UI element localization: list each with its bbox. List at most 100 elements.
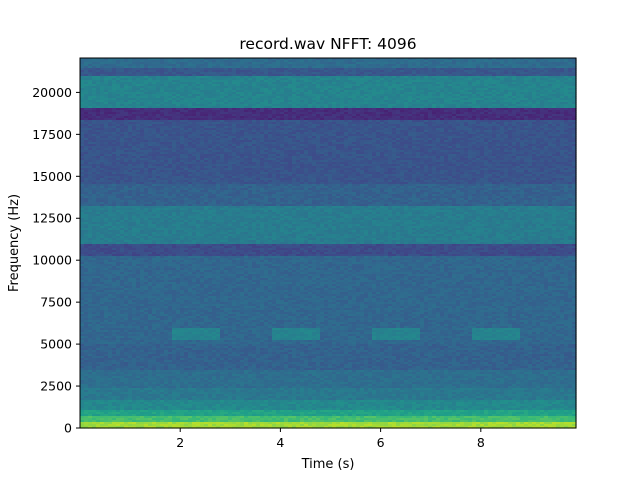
heatmap-cell	[424, 76, 429, 79]
heatmap-cell	[280, 78, 285, 81]
heatmap-cell	[140, 66, 145, 69]
heatmap-cell	[512, 76, 517, 79]
heatmap-cell	[100, 64, 105, 67]
heatmap-cell	[128, 66, 133, 69]
heatmap-cell	[360, 68, 365, 71]
heatmap-cell	[224, 70, 229, 73]
heatmap-cell	[484, 68, 489, 71]
heatmap-cell	[540, 70, 545, 73]
heatmap-cell	[368, 58, 373, 61]
heatmap-cell	[96, 70, 101, 73]
heatmap-cell	[88, 60, 93, 63]
heatmap-cell	[284, 64, 289, 67]
heatmap-cell	[344, 68, 349, 71]
heatmap-cell	[496, 58, 501, 61]
heatmap-cell	[344, 62, 349, 65]
heatmap-cell	[352, 78, 357, 81]
heatmap-cell	[324, 60, 329, 63]
heatmap-cell	[144, 78, 149, 81]
heatmap-cell	[212, 68, 217, 71]
heatmap-cell	[456, 58, 461, 61]
heatmap-cell	[404, 58, 409, 61]
heatmap-cell	[400, 62, 405, 65]
heatmap-cell	[384, 64, 389, 67]
heatmap-cell	[552, 72, 557, 75]
heatmap-cell	[252, 78, 257, 81]
heatmap-cell	[232, 76, 237, 79]
heatmap-cell	[212, 72, 217, 75]
heatmap-cell	[292, 70, 297, 73]
heatmap-cell	[256, 60, 261, 63]
heatmap-cell	[256, 68, 261, 71]
heatmap-cell	[568, 64, 573, 67]
heatmap-cell	[340, 78, 345, 81]
heatmap-cell	[152, 78, 157, 81]
heatmap-cell	[172, 70, 177, 73]
heatmap-cell	[160, 58, 165, 61]
heatmap-cell	[216, 62, 221, 65]
heatmap-cell	[504, 58, 509, 61]
heatmap-cell	[208, 72, 213, 75]
heatmap-cell	[380, 72, 385, 75]
heatmap-cell	[264, 62, 269, 65]
heatmap-cell	[308, 72, 313, 75]
heatmap-cell	[320, 68, 325, 71]
heatmap-cell	[116, 72, 121, 75]
heatmap-cell	[108, 60, 113, 63]
heatmap-cell	[352, 64, 357, 67]
heatmap-cell	[548, 76, 553, 79]
heatmap-cell	[116, 80, 121, 83]
heatmap-cell	[108, 62, 113, 65]
heatmap-cell	[364, 72, 369, 75]
heatmap-cell	[388, 68, 393, 71]
heatmap-cell	[456, 74, 461, 77]
heatmap-cell	[292, 58, 297, 61]
heatmap-cell	[492, 68, 497, 71]
heatmap-cell	[492, 78, 497, 81]
heatmap-cell	[244, 72, 249, 75]
heatmap-cell	[112, 80, 117, 83]
heatmap-cell	[424, 62, 429, 65]
heatmap-cell	[92, 66, 97, 69]
heatmap-cell	[156, 68, 161, 71]
heatmap-cell	[448, 68, 453, 71]
heatmap-cell	[180, 72, 185, 75]
heatmap-cell	[504, 76, 509, 79]
heatmap-cell	[300, 74, 305, 77]
heatmap-cell	[484, 70, 489, 73]
heatmap-cell	[452, 78, 457, 81]
heatmap-cell	[108, 64, 113, 67]
heatmap-cell	[356, 64, 361, 67]
heatmap-cell	[216, 58, 221, 61]
heatmap-cell	[200, 68, 205, 71]
heatmap-cell	[404, 68, 409, 71]
heatmap-cell	[512, 62, 517, 65]
heatmap-cell	[220, 68, 225, 71]
heatmap-cell	[204, 62, 209, 65]
heatmap-cell	[324, 68, 329, 71]
heatmap-cell	[208, 64, 213, 67]
heatmap-cell	[460, 58, 465, 61]
heatmap-cell	[364, 60, 369, 63]
heatmap-cell	[120, 78, 125, 81]
heatmap-cell	[428, 70, 433, 73]
heatmap-cell	[444, 68, 449, 71]
heatmap-cell	[160, 78, 165, 81]
heatmap-cell	[128, 60, 133, 63]
heatmap-cell	[372, 68, 377, 71]
heatmap-cell	[128, 80, 133, 83]
heatmap-cell	[376, 68, 381, 71]
heatmap-cell	[436, 66, 441, 69]
heatmap-cell	[436, 74, 441, 77]
heatmap-cell	[272, 60, 277, 63]
heatmap-cell	[364, 66, 369, 69]
heatmap-cell	[492, 70, 497, 73]
heatmap-cell	[104, 74, 109, 77]
heatmap-cell	[124, 66, 129, 69]
heatmap-cell	[412, 60, 417, 63]
heatmap-cell	[80, 78, 85, 81]
heatmap-cell	[168, 66, 173, 69]
heatmap-cell	[236, 62, 241, 65]
heatmap-cell	[292, 62, 297, 65]
heatmap-cell	[428, 64, 433, 67]
